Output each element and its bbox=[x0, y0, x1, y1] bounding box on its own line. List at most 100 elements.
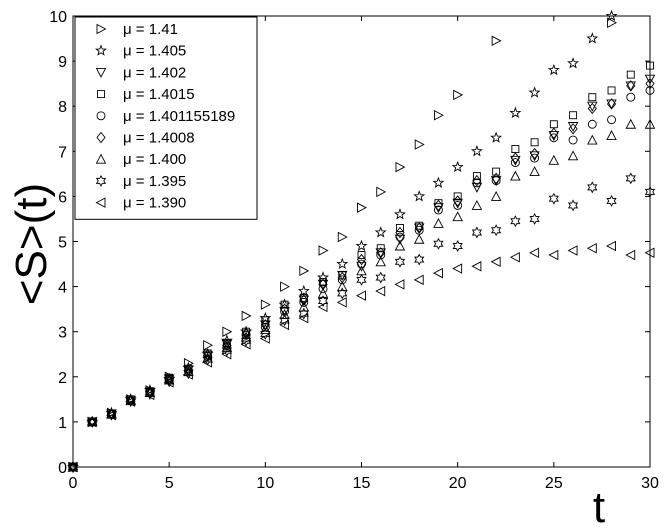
legend-entry: μ = 1.401155189 bbox=[96, 108, 235, 125]
data-point bbox=[260, 328, 271, 340]
legend-label: μ = 1.405 bbox=[123, 43, 186, 60]
legend-label: μ = 1.401155189 bbox=[123, 108, 235, 125]
data-point bbox=[394, 234, 406, 245]
data-point bbox=[626, 92, 636, 102]
data-point bbox=[125, 396, 136, 407]
legend-marker bbox=[96, 131, 106, 144]
data-point bbox=[280, 281, 291, 292]
data-point bbox=[586, 32, 599, 44]
data-point bbox=[260, 323, 271, 334]
x-tick-label: 15 bbox=[353, 475, 371, 492]
data-point bbox=[86, 416, 98, 427]
data-point bbox=[644, 247, 655, 259]
data-point bbox=[338, 271, 347, 280]
data-point bbox=[472, 172, 481, 181]
data-point bbox=[336, 297, 347, 308]
legend-entry: μ = 1.402 bbox=[95, 64, 186, 81]
data-point bbox=[413, 274, 424, 286]
data-point bbox=[67, 461, 78, 473]
data-point bbox=[318, 284, 328, 294]
data-point bbox=[646, 61, 654, 70]
data-point bbox=[394, 255, 406, 268]
data-point bbox=[433, 109, 444, 121]
data-point bbox=[355, 239, 368, 252]
data-point bbox=[298, 307, 309, 320]
data-point bbox=[279, 309, 290, 320]
data-point bbox=[625, 118, 637, 129]
data-point bbox=[413, 233, 425, 244]
data-point bbox=[490, 131, 503, 143]
data-point bbox=[297, 284, 310, 297]
data-point bbox=[587, 134, 598, 145]
data-point bbox=[644, 118, 656, 129]
data-point bbox=[357, 202, 367, 213]
data-point bbox=[203, 339, 214, 351]
data-point bbox=[86, 416, 97, 428]
data-point bbox=[395, 161, 406, 173]
data-point bbox=[413, 190, 426, 202]
axis-ticks: 0 5 10 15 20 25 30 0 1 2 3 4 5 6 7 8 9 10 bbox=[49, 9, 659, 492]
y-tick-label: 4 bbox=[58, 280, 67, 297]
data-point bbox=[606, 240, 616, 252]
data-point bbox=[605, 9, 618, 22]
data-point bbox=[144, 389, 155, 401]
x-tick-label: 0 bbox=[69, 475, 78, 492]
data-point bbox=[433, 217, 444, 228]
legend-marker bbox=[95, 174, 107, 187]
data-point bbox=[490, 190, 502, 201]
data-point bbox=[356, 253, 367, 266]
data-point bbox=[471, 261, 482, 272]
data-point bbox=[376, 244, 385, 253]
legend-entry: μ = 1.4008 bbox=[96, 130, 195, 147]
data-point bbox=[357, 259, 366, 269]
data-point bbox=[453, 89, 464, 101]
data-point bbox=[279, 319, 290, 331]
data-point bbox=[240, 331, 252, 342]
data-point bbox=[567, 150, 579, 161]
data-point bbox=[337, 281, 348, 292]
legend-label: μ = 1.390 bbox=[123, 195, 186, 212]
x-tick-label: 10 bbox=[256, 475, 274, 492]
data-point bbox=[548, 192, 559, 205]
data-point bbox=[644, 185, 656, 198]
data-point bbox=[317, 301, 328, 313]
data-point bbox=[144, 387, 156, 398]
data-point bbox=[356, 261, 367, 272]
data-point bbox=[491, 35, 502, 47]
data-point bbox=[530, 147, 540, 160]
data-point bbox=[586, 243, 597, 254]
data-point bbox=[356, 290, 366, 301]
data-point bbox=[549, 120, 558, 129]
legend-marker bbox=[96, 111, 106, 121]
data-point bbox=[607, 115, 616, 125]
data-point bbox=[259, 333, 270, 344]
x-tick-label: 5 bbox=[165, 475, 174, 492]
data-point bbox=[222, 326, 233, 337]
legend-entry: μ = 1.390 bbox=[95, 195, 186, 212]
data-point bbox=[587, 102, 597, 115]
data-point bbox=[375, 271, 386, 284]
legend-marker bbox=[95, 197, 106, 208]
legend-label: μ = 1.41 bbox=[123, 21, 178, 38]
data-point bbox=[414, 139, 425, 150]
data-point bbox=[568, 135, 578, 145]
data-point bbox=[241, 328, 251, 340]
series-8 bbox=[67, 172, 656, 473]
data-point bbox=[528, 86, 541, 98]
data-point bbox=[492, 167, 501, 176]
legend: μ = 1.41 μ = 1.405 μ = 1.402 μ = 1.4015 μ = … bbox=[74, 16, 258, 220]
data-point bbox=[530, 153, 540, 163]
y-tick-label: 7 bbox=[58, 144, 67, 161]
data-point bbox=[470, 145, 483, 157]
data-point bbox=[319, 278, 327, 287]
legend-label: μ = 1.395 bbox=[123, 173, 186, 190]
data-point bbox=[260, 320, 271, 331]
data-point bbox=[587, 181, 598, 194]
data-point bbox=[260, 299, 271, 310]
data-point bbox=[510, 158, 520, 168]
data-point bbox=[453, 192, 462, 201]
data-point bbox=[337, 275, 347, 285]
data-point bbox=[453, 195, 463, 207]
data-point bbox=[645, 85, 655, 95]
